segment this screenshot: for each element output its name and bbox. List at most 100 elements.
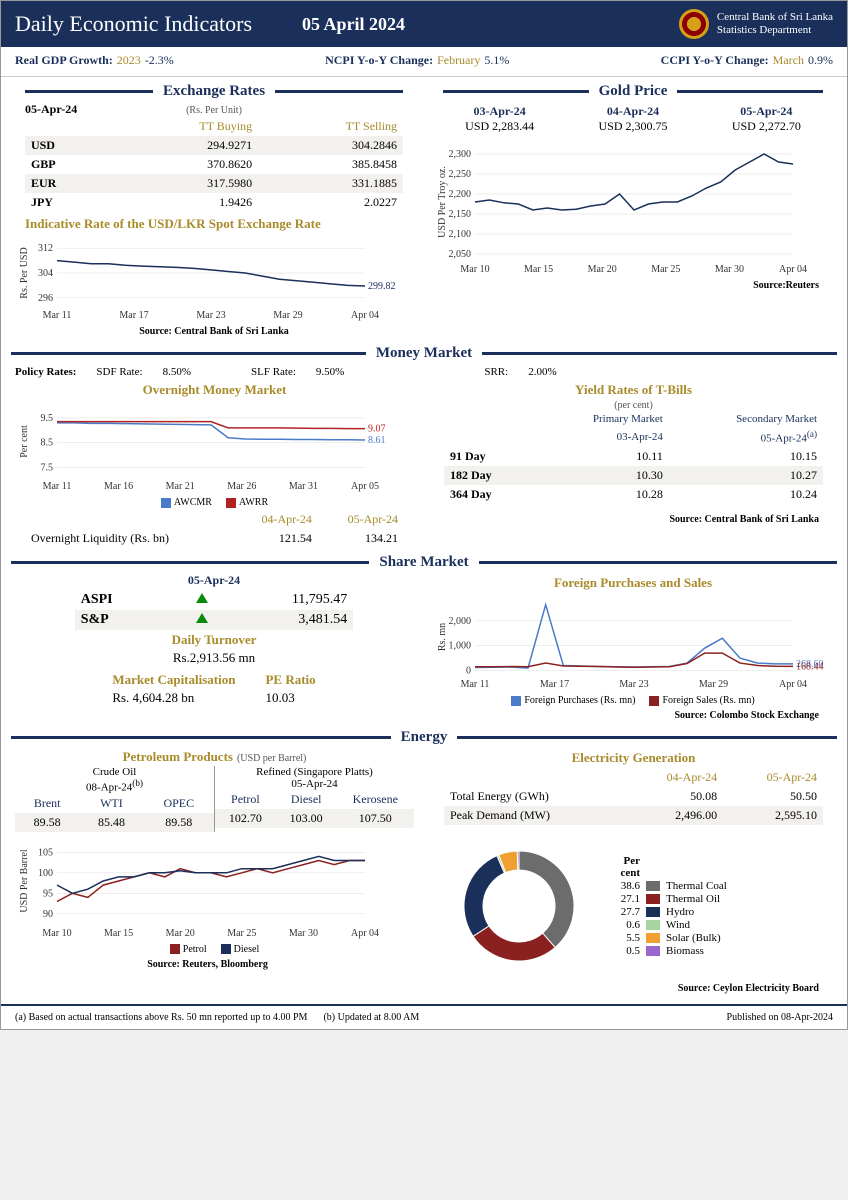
published-date: Published on 08-Apr-2024 bbox=[727, 1012, 833, 1023]
sdf-value: 8.50% bbox=[163, 366, 191, 378]
svg-text:Mar 26: Mar 26 bbox=[227, 481, 256, 492]
legend-item: AWRR bbox=[226, 497, 268, 508]
tbills-panel: Yield Rates of T-Bills (per cent) Primar… bbox=[434, 380, 833, 550]
page: Daily Economic Indicators 05 April 2024 … bbox=[0, 0, 848, 1030]
svg-text:Mar 17: Mar 17 bbox=[540, 679, 569, 690]
svg-text:Mar 21: Mar 21 bbox=[166, 481, 195, 492]
overnight-title: Overnight Money Market bbox=[15, 382, 414, 398]
svg-text:100: 100 bbox=[38, 867, 53, 878]
svg-text:Mar 10: Mar 10 bbox=[460, 264, 489, 275]
foreign-title: Foreign Purchases and Sales bbox=[433, 575, 833, 591]
tbills-s-date: 05-Apr-24 bbox=[761, 433, 807, 445]
mcap-value: Rs. 4,604.28 bn bbox=[112, 690, 235, 706]
tbill-primary: 10.11 bbox=[533, 447, 669, 466]
refined-val: 103.00 bbox=[276, 809, 337, 828]
elec-mix-item: 0.6Wind bbox=[604, 919, 727, 931]
svg-text:2,050: 2,050 bbox=[449, 249, 472, 260]
share-chart: 01,0002,000Mar 11Mar 17Mar 23Mar 29Apr 0… bbox=[433, 593, 833, 693]
svg-text:304: 304 bbox=[38, 268, 53, 279]
petroleum-source: Source: Reuters, Bloomberg bbox=[15, 957, 414, 974]
gdp-value: -2.3% bbox=[145, 53, 174, 68]
gold-value: USD 2,272.70 bbox=[732, 119, 801, 134]
svg-text:Mar 11: Mar 11 bbox=[43, 481, 72, 492]
svg-text:Mar 29: Mar 29 bbox=[273, 310, 302, 321]
legend-item: Foreign Sales (Rs. mn) bbox=[649, 695, 754, 706]
svg-text:Mar 25: Mar 25 bbox=[227, 928, 256, 939]
svg-text:Mar 23: Mar 23 bbox=[619, 679, 648, 690]
crude-hdr: WTI bbox=[79, 794, 143, 813]
svg-text:8.5: 8.5 bbox=[41, 438, 54, 449]
svg-text:Mar 23: Mar 23 bbox=[196, 310, 225, 321]
svg-text:Apr 04: Apr 04 bbox=[351, 310, 379, 321]
share-legend: Foreign Purchases (Rs. mn)Foreign Sales … bbox=[433, 695, 833, 706]
ncpi-period: February bbox=[437, 53, 480, 68]
svg-text:Apr 04: Apr 04 bbox=[779, 679, 807, 690]
crude-note: (b) bbox=[132, 778, 143, 788]
org-name: Central Bank of Sri Lanka bbox=[717, 11, 833, 24]
refined-val: 107.50 bbox=[337, 809, 414, 828]
footnote-a: (a) Based on actual transactions above R… bbox=[15, 1012, 307, 1023]
refined-title: Refined (Singapore Platts) bbox=[215, 766, 414, 778]
overnight-chart: 7.58.59.5Mar 11Mar 16Mar 21Mar 26Mar 31A… bbox=[15, 400, 405, 495]
elec-mix-item: 38.6Thermal Coal bbox=[604, 880, 727, 892]
ncpi-label: NCPI Y-o-Y Change: bbox=[325, 53, 433, 68]
gold-value: USD 2,283.44 bbox=[465, 119, 534, 134]
gold-chart: 2,0502,1002,1502,2002,2502,300Mar 10Mar … bbox=[433, 138, 833, 278]
svg-text:105: 105 bbox=[38, 847, 53, 858]
svg-text:9.07: 9.07 bbox=[368, 424, 386, 435]
header-org: Central Bank of Sri Lanka Statistics Dep… bbox=[679, 9, 833, 39]
svg-text:8.61: 8.61 bbox=[368, 435, 386, 446]
elec-row-label: Total Energy (GWh) bbox=[444, 787, 623, 806]
svg-text:Per cent: Per cent bbox=[19, 425, 30, 458]
electricity-legend: Per cent38.6Thermal Coal27.1Thermal Oil2… bbox=[604, 854, 727, 958]
tbills-table: Primary Market Secondary Market 03-Apr-2… bbox=[444, 411, 823, 504]
spot-title: Indicative Rate of the USD/LKR Spot Exch… bbox=[15, 216, 413, 232]
svg-text:312: 312 bbox=[38, 243, 53, 254]
svg-text:Mar 29: Mar 29 bbox=[699, 679, 728, 690]
gold-date: 05-Apr-24 bbox=[732, 104, 801, 119]
tbills-note: (a) bbox=[807, 429, 817, 439]
sp-label: S&P bbox=[75, 610, 165, 630]
gold-source: Source:Reuters bbox=[433, 278, 833, 295]
footnotes: (a) Based on actual transactions above R… bbox=[1, 1004, 847, 1029]
tbill-secondary: 10.27 bbox=[669, 466, 823, 485]
fx-sell: 2.0227 bbox=[258, 193, 403, 212]
svg-text:2,150: 2,150 bbox=[449, 209, 472, 220]
svg-text:95: 95 bbox=[43, 888, 53, 899]
electricity-title: Electricity Generation bbox=[434, 750, 833, 766]
svg-text:Mar 20: Mar 20 bbox=[588, 264, 617, 275]
foreign-panel: Foreign Purchases and Sales 01,0002,000M… bbox=[433, 573, 833, 725]
pe-label: PE Ratio bbox=[265, 672, 315, 688]
svg-text:0: 0 bbox=[466, 666, 471, 677]
svg-text:Mar 31: Mar 31 bbox=[289, 481, 318, 492]
org-dept: Statistics Department bbox=[717, 24, 833, 37]
refined-hdr: Diesel bbox=[276, 790, 337, 809]
fx-sell: 385.8458 bbox=[258, 155, 403, 174]
liq-date-2: 05-Apr-24 bbox=[318, 510, 404, 529]
svg-text:Apr 04: Apr 04 bbox=[779, 264, 807, 275]
ncpi-value: 5.1% bbox=[484, 53, 509, 68]
svg-text:Rs. mn: Rs. mn bbox=[437, 623, 448, 651]
exchange-chart: 296304312Mar 11Mar 17Mar 23Mar 29Apr 04R… bbox=[15, 234, 405, 324]
crude-date: 08-Apr-24 bbox=[86, 782, 132, 794]
crude-hdr: OPEC bbox=[144, 794, 214, 813]
fx-buy: 294.9271 bbox=[110, 136, 258, 155]
ccpi-value: 0.9% bbox=[808, 53, 833, 68]
exchange-rates-panel: Exchange Rates 05-Apr-24 (Rs. Per Unit) … bbox=[15, 79, 413, 341]
elec-date-1: 04-Apr-24 bbox=[623, 768, 723, 787]
svg-text:Mar 25: Mar 25 bbox=[651, 264, 680, 275]
fx-currency: USD bbox=[25, 136, 110, 155]
svg-text:Apr 04: Apr 04 bbox=[351, 928, 379, 939]
sp-value: 3,481.54 bbox=[214, 610, 353, 630]
petroleum-unit: (USD per Barrel) bbox=[237, 753, 306, 764]
gold-panel: Gold Price 03-Apr-24USD 2,283.4404-Apr-2… bbox=[433, 79, 833, 341]
tbill-primary: 10.30 bbox=[533, 466, 669, 485]
elec-val-1: 50.08 bbox=[623, 787, 723, 806]
share-source: Source: Colombo Stock Exchange bbox=[433, 708, 833, 725]
svg-text:1,000: 1,000 bbox=[449, 641, 472, 652]
overnight-panel: Overnight Money Market 7.58.59.5Mar 11Ma… bbox=[15, 380, 414, 550]
refined-date: 05-Apr-24 bbox=[215, 778, 414, 790]
gold-date: 03-Apr-24 bbox=[465, 104, 534, 119]
share-date: 05-Apr-24 bbox=[15, 573, 413, 588]
money-title: Money Market bbox=[366, 345, 482, 362]
